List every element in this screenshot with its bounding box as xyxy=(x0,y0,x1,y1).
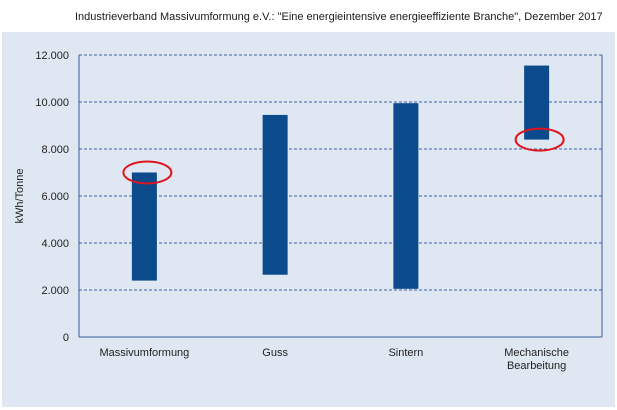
y-tick-label: 8.000 xyxy=(41,144,69,156)
y-tick-label: 10.000 xyxy=(35,97,69,109)
y-axis-label: kWh/Tonne xyxy=(14,168,26,223)
category-label: Guss xyxy=(262,347,288,359)
category-label: Massivumformung xyxy=(99,347,189,359)
category-label: Sintern xyxy=(388,347,423,359)
y-tick-label: 12.000 xyxy=(35,50,69,62)
range-bar xyxy=(131,172,157,281)
range-bar xyxy=(524,65,550,140)
highlight-ellipse xyxy=(122,160,173,185)
range-bar xyxy=(393,103,419,289)
category-label: Mechanische xyxy=(504,347,569,359)
category-label: Bearbeitung xyxy=(507,360,566,372)
chart-panel xyxy=(2,32,615,407)
y-tick-label: 0 xyxy=(63,332,69,344)
range-bar xyxy=(262,114,288,275)
chart-title: Industrieverband Massivumformung e.V.: "… xyxy=(75,11,603,23)
y-tick-label: 4.000 xyxy=(41,238,69,250)
y-tick-label: 2.000 xyxy=(41,285,69,297)
y-tick-label: 6.000 xyxy=(41,191,69,203)
highlight-ellipse xyxy=(514,127,565,152)
